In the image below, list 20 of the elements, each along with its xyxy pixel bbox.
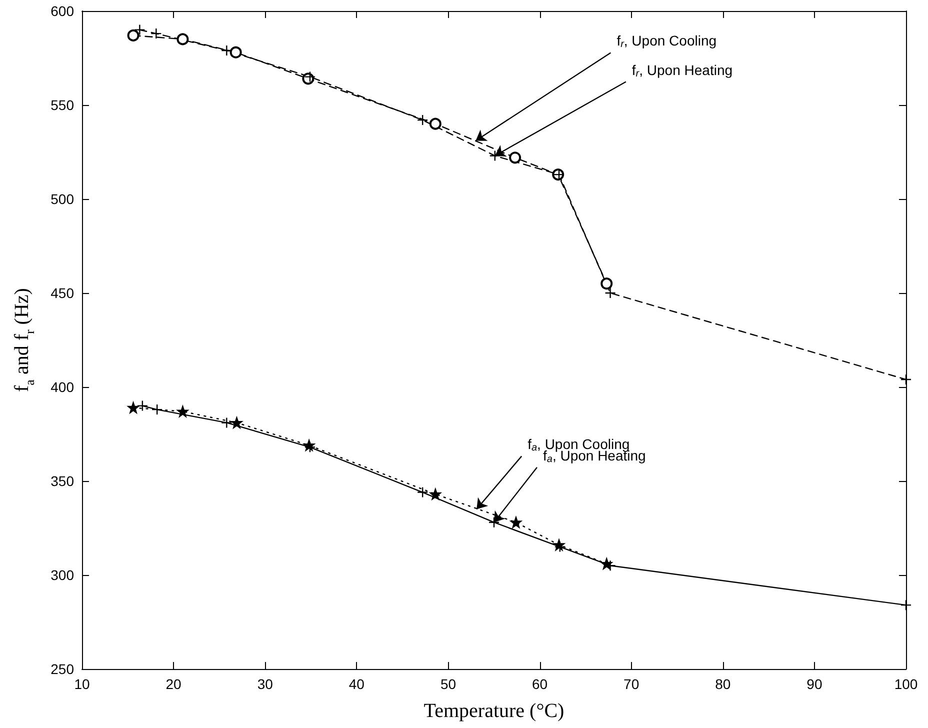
x-tick-label: 10 (74, 676, 90, 692)
x-tick-label: 60 (532, 676, 548, 692)
y-tick-label: 400 (50, 379, 74, 395)
y-tick-label: 600 (50, 3, 74, 19)
x-tick-label: 20 (166, 676, 182, 692)
y-tick-label: 250 (50, 661, 74, 677)
x-tick-label: 100 (894, 676, 918, 692)
y-tick-label: 450 (50, 285, 74, 301)
y-axis-title: fa and fr (Hz) (11, 288, 37, 392)
x-tick-label: 70 (624, 676, 640, 692)
x-tick-label: 90 (806, 676, 822, 692)
x-axis-title: Temperature (°C) (424, 700, 564, 722)
x-tick-label: 30 (257, 676, 274, 692)
x-tick-label: 80 (715, 676, 731, 692)
y-tick-label: 350 (50, 473, 74, 489)
y-tick-label: 300 (50, 567, 74, 583)
y-tick-label: 500 (50, 191, 74, 207)
y-tick-label: 550 (50, 97, 74, 113)
x-tick-label: 40 (348, 676, 365, 692)
x-tick-label: 50 (440, 676, 456, 692)
